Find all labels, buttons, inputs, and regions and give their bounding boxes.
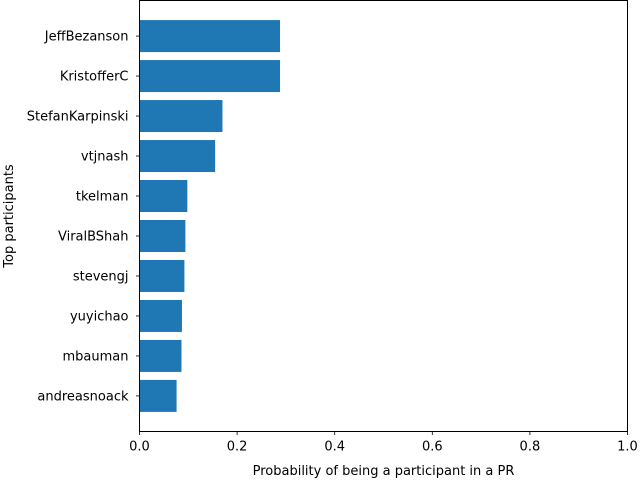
y-axis-ticks: JeffBezanson KristofferC StefanKarpinski vt…: [27, 30, 140, 404]
x-tick-label: 0.6: [422, 440, 443, 455]
y-tick-label: andreasnoack: [37, 389, 129, 404]
x-tick-label: 0.8: [520, 440, 541, 455]
bar-andreasnoack: [139, 379, 177, 412]
x-axis-label: Probability of being a participant in a …: [253, 464, 515, 479]
bars-group: [139, 20, 281, 412]
x-axis-ticks: 0.0 0.2 0.4 0.6 0.8 1.0: [129, 431, 638, 455]
x-tick-label: 0.2: [227, 440, 248, 455]
y-tick-label: ViralBShah: [58, 229, 129, 244]
y-axis-label: Top participants: [2, 164, 17, 269]
y-tick-label: stevengj: [73, 269, 129, 284]
y-tick-label: KristofferC: [60, 70, 129, 85]
x-tick-label: 1.0: [617, 440, 638, 455]
y-tick-label: tkelman: [76, 190, 129, 205]
y-tick-label: yuyichao: [70, 309, 129, 324]
y-tick-label: vtjnash: [81, 150, 129, 165]
bar-mbauman: [139, 339, 182, 372]
bar-yuyichao: [139, 299, 182, 332]
plot-frame: [139, 0, 628, 432]
x-tick-label: 0.4: [324, 440, 345, 455]
bar-KristofferC: [139, 60, 281, 93]
bar-vtjnash: [139, 140, 216, 173]
y-tick-label: mbauman: [63, 349, 129, 364]
bar-StefanKarpinski: [139, 100, 223, 133]
y-tick-label: StefanKarpinski: [27, 110, 129, 125]
y-tick-label: JeffBezanson: [44, 30, 129, 45]
bar-JeffBezanson: [139, 20, 281, 53]
x-tick-label: 0.0: [129, 440, 150, 455]
bar-tkelman: [139, 180, 188, 213]
bar-ViralBShah: [139, 219, 186, 252]
bar-stevengj: [139, 259, 185, 292]
